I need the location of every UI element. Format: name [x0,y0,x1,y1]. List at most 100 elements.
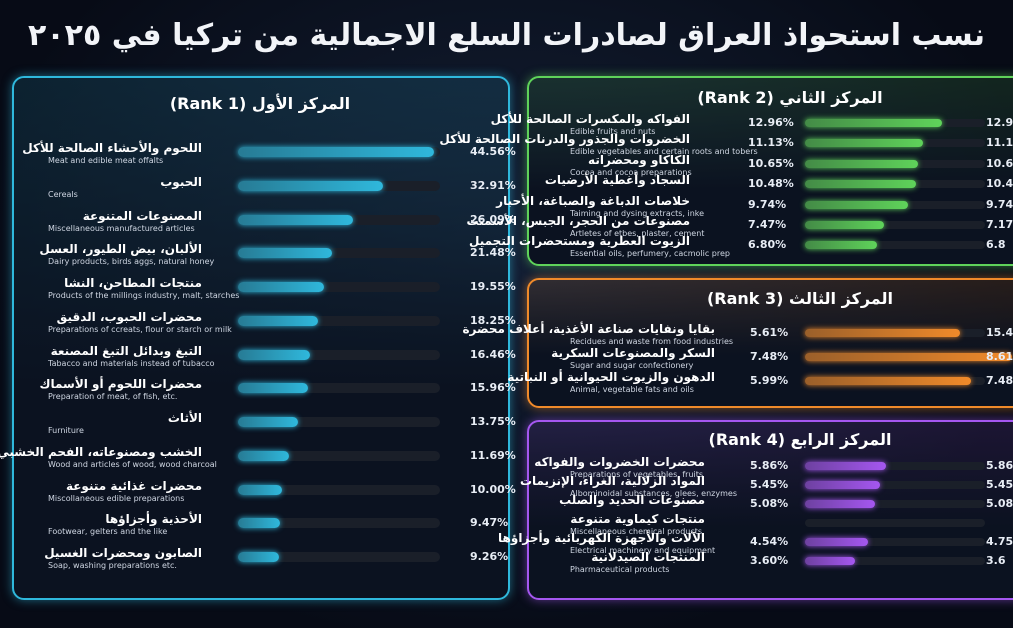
category-label-en: Products of the millings industry, malt,… [48,291,240,300]
value-label: 44.56% [470,145,516,158]
category-label-en: Furniture [48,426,84,435]
value-label-right: 5.08 [986,497,1013,510]
panel-title: المركز الرابع (Rank 4) [708,430,892,449]
value-label-right: 6.8 [986,238,1006,252]
bar [805,462,887,470]
panel-title: المركز الثالث (Rank 3) [706,289,894,308]
value-label-right: 11.13 [986,136,1013,150]
bar-track [805,462,985,470]
bar-track [805,500,985,508]
bar-track [238,349,440,360]
value-label: 4.54% [750,535,789,548]
bar [238,518,280,529]
category-label-en: Electrical machinery and equipment [570,546,716,555]
category-label-en: Cocoa and cocoa preparations [570,167,692,177]
value-label: 9.47% [470,516,509,530]
category-label: خلاصات الدباغة والصباغة، الأحبار [496,193,690,208]
bar-track [238,315,440,326]
category-label: منتجات المطاحن، النشا [64,276,202,290]
value-label-right: 10.48 [986,177,1013,191]
bar [805,481,881,489]
category-label-en: Tabacco and materials instead of tubacco [48,358,215,368]
bar-track [238,248,440,259]
value-label: 21.48% [470,246,516,260]
category-label-en: Essential oils, perfumery, cacmolic prep [570,249,730,259]
bar-track [238,518,440,529]
category-label: مصنوعات الحديد والصلب [559,493,705,507]
category-label: الزيوت العطرية ومستحضرات التجميل [469,234,690,249]
category-label-en: Recidues and waste from food industries [570,337,734,346]
value-label: 10.48% [748,177,794,191]
value-label: 9.74% [748,197,787,211]
value-label-right: 5.86 [986,459,1013,472]
panel [527,420,1013,600]
value-label-right: 7.48 [986,374,1013,387]
value-label: 19.55% [470,280,516,293]
category-label: الصابون ومحضرات الغسيل [44,546,202,560]
bar [238,214,353,225]
bar-track [805,538,985,546]
value-label-right: 9.74 [986,197,1013,211]
bar [238,383,309,394]
category-label-en: Pharmaceutical products [570,565,670,574]
value-label: 26.09% [470,212,516,226]
category-label-en: Miscollaneous edible preparations [48,493,185,503]
bar-track [238,484,440,495]
bar [805,500,876,508]
bar [805,557,855,565]
bar-track [238,417,440,427]
category-label: اللحوم والأحشاء الصالحة للأكل [22,141,202,155]
category-label: الدهون والزيوت الحيوانية أو النباتية [507,370,715,384]
bar [238,147,434,157]
category-label-en: Preparations of ccreats, flour or starch… [48,324,232,334]
value-label-right: 12.96 [986,116,1013,129]
category-label-en: Sugar and sugar confectionery [570,361,694,370]
category-label: الألبان، بيض الطيور، العسل [39,242,202,257]
bar [805,139,923,148]
category-label-en: Preparations of vegetables, fruits [570,470,704,479]
bar [805,119,943,127]
value-label: 5.61% [750,326,789,339]
bar-track [238,282,440,292]
category-label: المنتجات الصيدلانية [591,550,705,564]
category-label-en: Meat and edible meat offalts [48,156,164,165]
panel-title: المركز الثاني (Rank 2) [697,88,883,107]
category-label-en: Taiming and dysing extracts, inke [570,208,705,218]
bar [805,159,918,168]
category-label: السكر والمصنوعات السكرية [551,346,715,360]
category-label-en: Soap, washing preparations etc. [48,561,177,570]
category-label: التبغ وبدائل التبغ المصنعة [50,343,202,358]
value-label: 12.96% [748,116,794,129]
category-label: الخشب ومصنوعاته، الفحم الخشبي [0,444,202,459]
bar-track [805,519,985,527]
bar [805,538,868,546]
value-label: 9.26% [470,550,509,563]
category-label-en: Edible fruits and nuts [570,127,656,136]
bar [805,200,909,209]
category-label: الفواكه والمكسرات الصالحة للأكل [490,112,690,126]
bar-track [238,552,440,562]
category-label-en: Albominoidal substances, glees, enzymes [570,489,737,498]
value-label-right: 4.75 [986,535,1013,548]
bar [238,417,299,427]
bar [238,248,333,259]
category-label-en: Dairy products, birds aggs, natural hone… [48,257,215,267]
value-label: 5.99% [750,374,789,387]
bar [805,329,961,337]
panel-title: المركز الأول (Rank 1) [169,94,351,113]
value-label-right: 7.17 [986,218,1013,231]
category-label: الأحذية وأجزاؤها [105,512,202,527]
category-label: المواد الزلالية، الغراء، الإنزيمات [519,474,705,488]
category-label: الحبوب [160,174,202,189]
value-label-right: 3.6 [986,554,1006,567]
value-label: 10.00% [470,482,516,496]
value-label-right: 5.45 [986,478,1013,491]
value-label: 16.46% [470,347,516,361]
bar [238,552,279,562]
category-label: الآلات والأجهزة الكهربائية وأجزاؤها [498,531,705,545]
bar-track [805,557,985,565]
panel [12,76,510,600]
panel [527,278,1013,408]
bar [805,377,971,385]
